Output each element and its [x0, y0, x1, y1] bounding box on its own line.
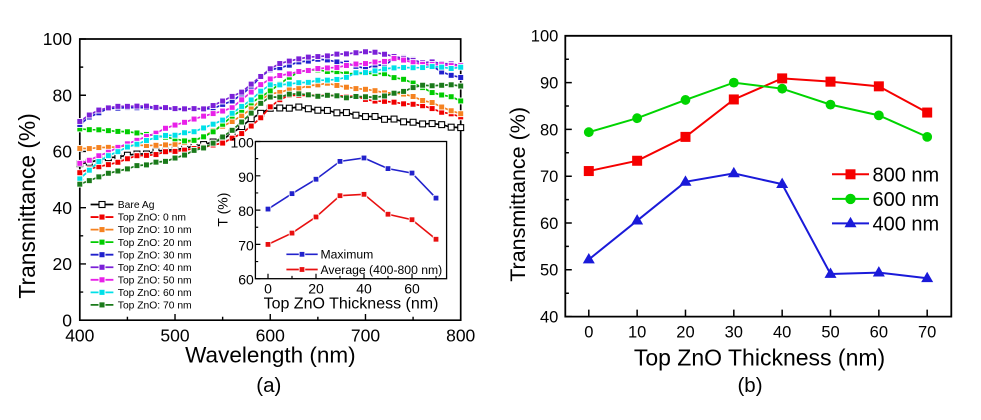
svg-text:Top ZnO: 50 nm: Top ZnO: 50 nm	[118, 275, 192, 286]
svg-text:(b): (b)	[737, 374, 762, 397]
svg-text:0: 0	[62, 310, 72, 330]
svg-text:Top ZnO: 40 nm: Top ZnO: 40 nm	[118, 263, 192, 274]
svg-text:Top ZnO: 0 nm: Top ZnO: 0 nm	[118, 213, 186, 224]
svg-text:60: 60	[404, 281, 420, 297]
svg-text:Average (400-800 nm): Average (400-800 nm)	[321, 263, 443, 277]
svg-text:40: 40	[53, 198, 73, 218]
svg-text:70: 70	[540, 168, 558, 186]
svg-text:Transmittance (%): Transmittance (%)	[506, 107, 530, 282]
svg-text:Top ZnO Thickness (nm): Top ZnO Thickness (nm)	[264, 296, 439, 313]
svg-text:60: 60	[540, 215, 558, 233]
svg-text:800 nm: 800 nm	[873, 164, 940, 186]
svg-text:40: 40	[773, 324, 791, 342]
svg-text:60: 60	[53, 142, 73, 162]
svg-text:800: 800	[446, 326, 475, 346]
svg-text:80: 80	[53, 85, 73, 105]
svg-text:40: 40	[540, 309, 558, 327]
svg-text:Top ZnO: 70 nm: Top ZnO: 70 nm	[118, 301, 192, 312]
svg-text:20: 20	[676, 324, 694, 342]
svg-text:100: 100	[531, 28, 559, 46]
svg-text:Maximum: Maximum	[321, 248, 374, 262]
svg-text:90: 90	[540, 75, 558, 93]
svg-text:Bare Ag: Bare Ag	[118, 200, 155, 211]
svg-text:70: 70	[918, 324, 936, 342]
svg-text:600: 600	[256, 326, 285, 346]
svg-text:20: 20	[53, 254, 73, 274]
svg-text:0: 0	[264, 281, 272, 297]
svg-text:(a): (a)	[256, 374, 281, 397]
svg-text:30: 30	[725, 324, 743, 342]
svg-text:Top ZnO Thickness (nm): Top ZnO Thickness (nm)	[634, 344, 885, 370]
svg-text:70: 70	[238, 237, 254, 253]
svg-text:400: 400	[65, 326, 94, 346]
svg-text:Wavelength (nm): Wavelength (nm)	[185, 343, 355, 368]
svg-text:Top ZnO: 20 nm: Top ZnO: 20 nm	[118, 238, 192, 249]
svg-text:20: 20	[308, 281, 324, 297]
svg-text:T (%): T (%)	[215, 193, 231, 227]
svg-text:600 nm: 600 nm	[873, 189, 940, 211]
svg-text:Transmittance (%): Transmittance (%)	[14, 113, 40, 298]
svg-text:0: 0	[584, 324, 593, 342]
svg-text:400 nm: 400 nm	[873, 214, 940, 236]
svg-text:80: 80	[540, 121, 558, 139]
svg-text:700: 700	[351, 326, 380, 346]
svg-text:60: 60	[870, 324, 888, 342]
svg-text:Top ZnO: 10 nm: Top ZnO: 10 nm	[118, 225, 192, 236]
svg-text:Top ZnO: 30 nm: Top ZnO: 30 nm	[118, 250, 192, 261]
svg-text:90: 90	[238, 169, 254, 185]
svg-text:60: 60	[238, 272, 254, 288]
svg-text:50: 50	[821, 324, 839, 342]
svg-text:Top ZnO: 60 nm: Top ZnO: 60 nm	[118, 288, 192, 299]
svg-text:50: 50	[540, 262, 558, 280]
svg-text:80: 80	[238, 203, 254, 219]
svg-text:10: 10	[628, 324, 646, 342]
svg-text:100: 100	[43, 29, 72, 49]
svg-text:40: 40	[356, 281, 372, 297]
svg-text:500: 500	[160, 326, 189, 346]
svg-text:100: 100	[230, 135, 254, 151]
